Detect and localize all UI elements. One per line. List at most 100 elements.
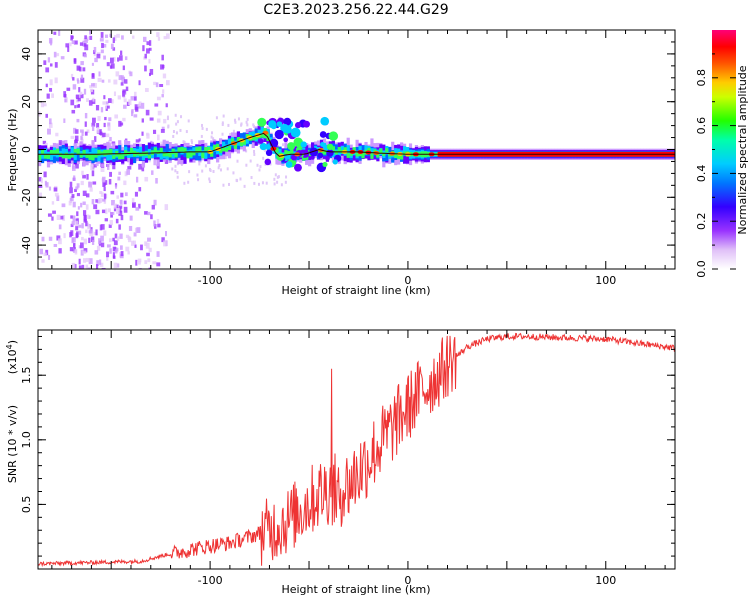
spectrogram-band-cell <box>43 153 48 159</box>
spectrogram-noise-cell <box>98 259 102 265</box>
spectrogram-noise-cell <box>124 56 128 61</box>
spectrogram-noise-cell <box>107 122 111 127</box>
spectrogram-noise-cell <box>99 131 103 136</box>
spectrogram-noise-cell <box>245 120 248 124</box>
spectrogram-noise-cell <box>120 50 123 56</box>
spectrogram-noise-cell <box>112 57 116 62</box>
spectrogram-noise-cell <box>41 259 45 263</box>
spectrogram-noise-cell <box>109 33 112 38</box>
spectrogram-band-cell <box>106 154 110 161</box>
spectrogram-band-cell <box>124 150 128 156</box>
spectrogram-noise-cell <box>155 82 159 88</box>
spectrogram-noise-cell <box>94 136 97 142</box>
spectrogram-blob <box>265 149 273 157</box>
spectrogram-noise-cell <box>144 65 147 72</box>
spectrogram-band-cell <box>245 133 249 138</box>
spectrogram-noise-cell <box>103 95 106 100</box>
spectrogram-noise-cell <box>148 247 152 253</box>
spectrogram-band-cell <box>216 143 220 149</box>
spectrogram-blob <box>332 159 338 165</box>
spectrogram-noise-cell <box>101 42 104 49</box>
spectrogram-noise-cell <box>265 181 268 185</box>
spectrogram-noise-cell <box>135 207 140 211</box>
spectrogram-noise-cell <box>50 39 53 46</box>
spectrogram-noise-cell <box>100 107 104 113</box>
spectrogram-band-cell <box>165 143 169 156</box>
spectrogram-noise-cell <box>152 261 157 265</box>
spectrogram-noise-cell <box>120 192 124 198</box>
spectrogram-noise-cell <box>134 191 138 197</box>
spectrogram-noise-cell <box>104 180 108 185</box>
spectrogram-band-cell <box>254 135 258 140</box>
spectrogram-noise-cell <box>92 117 96 123</box>
spectrogram-noise-cell <box>145 87 149 92</box>
spectrogram-band-cell <box>245 135 249 144</box>
spectrogram-band-cell <box>355 152 359 157</box>
spectrogram-noise-cell <box>205 127 208 131</box>
spectrogram-noise-cell <box>113 79 118 85</box>
spectrogram-noise-cell <box>78 224 82 228</box>
spectrogram-noise-cell <box>49 160 53 165</box>
spectrogram-band-cell <box>174 152 178 158</box>
spectrogram-noise-cell <box>114 233 118 239</box>
spectrogram-noise-cell <box>98 71 101 77</box>
spectrogram-noise-cell <box>166 115 169 119</box>
spectrogram-noise-cell <box>54 192 59 197</box>
spectrogram-noise-cell <box>95 199 98 203</box>
spectrogram-blob <box>283 137 289 143</box>
spectrogram-noise-cell <box>85 193 90 198</box>
spectrogram-band-cell <box>58 146 62 156</box>
spectrogram-noise-cell <box>106 62 110 67</box>
spectrogram-noise-cell <box>124 79 128 84</box>
spectrogram-band-cell <box>236 139 241 146</box>
spectrogram-noise-cell <box>76 78 79 82</box>
spectrogram-band-cell <box>58 153 62 157</box>
spectrogram-ytick-label: 20 <box>20 95 33 109</box>
spectrogram-band-cell <box>132 150 137 164</box>
spectrogram-noise-cell <box>99 190 103 194</box>
spectrogram-noise-cell <box>129 71 133 77</box>
spectrogram-noise-cell <box>89 85 93 89</box>
spectrogram-blob <box>319 141 326 148</box>
spectrogram-noise-cell <box>93 204 98 210</box>
spectrogram-noise-cell <box>105 208 108 215</box>
snr-scale-suffix: ) <box>6 340 19 344</box>
spectrogram-noise-cell <box>252 123 255 127</box>
spectrogram-noise-cell <box>80 242 84 249</box>
spectrogram-noise-cell <box>149 68 154 75</box>
spectrogram-noise-cell <box>101 79 105 83</box>
spectrogram-hotspot <box>262 130 269 135</box>
spectrogram-noise-cell <box>111 199 115 206</box>
spectrogram-noise-cell <box>116 236 120 241</box>
spectrogram-noise-cell <box>149 40 152 46</box>
spectrogram-noise-cell <box>256 163 259 167</box>
spectrogram-band-cell <box>168 152 172 158</box>
spectrogram-noise-cell <box>239 177 242 181</box>
spectrogram-noise-cell <box>236 159 239 163</box>
spectrogram-band-cell <box>159 152 163 160</box>
spectrogram-noise-cell <box>118 171 121 175</box>
spectrogram-band-cell <box>138 152 143 157</box>
spectrogram-noise-cell <box>166 80 170 86</box>
spectrogram-noise-cell <box>69 187 73 194</box>
spectrogram-noise-cell <box>43 103 47 107</box>
spectrogram-noise-cell <box>135 106 139 112</box>
spectrogram-band-cell <box>219 149 223 153</box>
spectrogram-noise-cell <box>73 127 77 134</box>
colorbar-tick-label: 0.4 <box>695 165 708 183</box>
spectrogram-noise-cell <box>222 183 225 187</box>
spectrogram-band-cell <box>73 148 77 153</box>
spectrogram-noise-cell <box>109 171 113 177</box>
spectrogram-band-cell <box>364 145 368 154</box>
spectrogram-band-cell <box>192 151 196 156</box>
spectrogram-noise-cell <box>175 122 178 126</box>
spectrogram-noise-cell <box>71 262 76 269</box>
spectrogram-ytick-label: -40 <box>20 236 33 254</box>
spectrogram-noise-cell <box>70 215 73 219</box>
spectrogram-noise-cell <box>103 55 106 60</box>
spectrogram-noise-cell <box>221 132 224 136</box>
spectrogram-noise-cell <box>82 174 86 179</box>
snr-xtick-label: -100 <box>198 574 223 587</box>
spectrogram-band-cell <box>61 148 65 157</box>
spectrogram-noise-cell <box>77 206 80 210</box>
